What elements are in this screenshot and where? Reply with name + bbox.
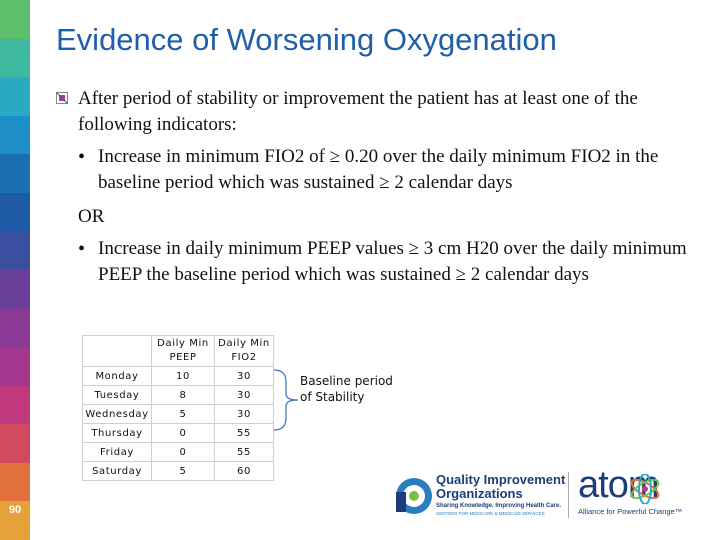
table-cell-fio2: 30 bbox=[214, 366, 274, 386]
atom-wordmark: atom bbox=[578, 464, 659, 506]
table-cell-fio2: 60 bbox=[214, 461, 274, 481]
table-row: Friday 0 55 bbox=[82, 442, 398, 462]
table-empty-cell bbox=[337, 462, 398, 481]
daily-values-table: Daily Min PEEP Daily Min FIO2 Monday 10 … bbox=[82, 335, 398, 481]
square-bullet-icon bbox=[56, 92, 68, 104]
stripe-segment bbox=[0, 115, 30, 155]
qio-emblem-icon bbox=[396, 478, 432, 514]
intro-text: After period of stability or improvement… bbox=[78, 88, 638, 135]
bullet-dot-icon: • bbox=[78, 238, 86, 260]
stripe-segment bbox=[0, 308, 30, 348]
stripe-segment bbox=[0, 347, 30, 386]
stripe-segment bbox=[0, 38, 30, 78]
table-header: Daily Min FIO2 bbox=[214, 335, 274, 367]
stripe-segment bbox=[0, 269, 30, 309]
qio-cms-line: CENTERS FOR MEDICARE & MEDICAID SERVICES bbox=[436, 511, 545, 516]
table-empty-cell bbox=[274, 443, 337, 462]
table-cell-peep: 8 bbox=[151, 385, 215, 405]
stripe-segment bbox=[0, 501, 30, 540]
table-header: Daily Min PEEP bbox=[151, 335, 215, 367]
table-row: Saturday 5 60 bbox=[82, 461, 398, 481]
intro-paragraph: After period of stability or improvement… bbox=[56, 86, 696, 138]
indicator-fio2-text: Increase in minimum FIO2 of ≥ 0.20 over … bbox=[98, 146, 659, 193]
atom-logo: atom Alliance for Powerful Change™ bbox=[576, 464, 716, 522]
table-cell-day: Wednesday bbox=[82, 404, 152, 424]
atom-tagline: Alliance for Powerful Change™ bbox=[578, 507, 683, 516]
slide-body: After period of stability or improvement… bbox=[56, 86, 696, 288]
table-row: Thursday 0 55 bbox=[82, 423, 398, 443]
baseline-bracket-icon bbox=[273, 369, 299, 431]
table-cell-fio2: 30 bbox=[214, 385, 274, 405]
stripe-segment bbox=[0, 462, 30, 502]
table-empty-cell bbox=[337, 336, 398, 367]
stripe-segment bbox=[0, 424, 30, 463]
table-empty-cell bbox=[337, 405, 398, 424]
table-cell-day: Friday bbox=[82, 442, 152, 462]
indicator-peep: • Increase in daily minimum PEEP values … bbox=[56, 236, 696, 288]
table-cell-peep: 10 bbox=[151, 366, 215, 386]
slide-number: 90 bbox=[8, 504, 22, 516]
table-cell-day: Tuesday bbox=[82, 385, 152, 405]
table-cell-peep: 5 bbox=[151, 404, 215, 424]
stripe-segment bbox=[0, 77, 30, 116]
table-cell-fio2: 55 bbox=[214, 442, 274, 462]
table-cell-peep: 0 bbox=[151, 442, 215, 462]
atom-orbit-icon bbox=[630, 474, 660, 504]
stripe-segment bbox=[0, 0, 30, 39]
stripe-segment bbox=[0, 231, 30, 270]
bullet-dot-icon: • bbox=[78, 146, 86, 168]
table-cell-day: Thursday bbox=[82, 423, 152, 443]
indicator-fio2: • Increase in minimum FIO2 of ≥ 0.20 ove… bbox=[56, 144, 696, 196]
stripe-segment bbox=[0, 154, 30, 193]
table-empty-cell bbox=[274, 336, 337, 367]
table-row: Tuesday 8 30 bbox=[82, 385, 398, 405]
or-separator: OR bbox=[78, 206, 105, 227]
table-cell-fio2: 30 bbox=[214, 404, 274, 424]
color-stripe bbox=[0, 0, 30, 540]
slide-title: Evidence of Worsening Oxygenation bbox=[56, 22, 557, 57]
table-cell-day: Saturday bbox=[82, 461, 152, 481]
baseline-period-label: Baseline period of Stability bbox=[300, 374, 393, 404]
table-empty-cell bbox=[274, 462, 337, 481]
table-row: Wednesday 5 30 bbox=[82, 404, 398, 424]
table-cell-day: Monday bbox=[82, 366, 152, 386]
qio-tagline: Sharing Knowledge. Improving Health Care… bbox=[436, 503, 562, 509]
qio-text-block: Quality Improvement Organizations Sharin… bbox=[436, 473, 565, 517]
indicator-peep-text: Increase in daily minimum PEEP values ≥ … bbox=[98, 238, 687, 285]
qio-name-line1: Quality Improvement bbox=[436, 472, 566, 487]
table-empty-cell bbox=[337, 443, 398, 462]
qio-logo bbox=[392, 470, 564, 522]
table-header bbox=[82, 335, 152, 367]
table-cell-peep: 5 bbox=[151, 461, 215, 481]
table-header-row: Daily Min PEEP Daily Min FIO2 bbox=[82, 335, 398, 367]
table-cell-peep: 0 bbox=[151, 423, 215, 443]
qio-name-line2: Organizations bbox=[436, 486, 523, 501]
logo-divider bbox=[568, 472, 569, 518]
stripe-segment bbox=[0, 192, 30, 232]
stripe-segment bbox=[0, 385, 30, 425]
table-empty-cell bbox=[337, 424, 398, 443]
table-cell-fio2: 55 bbox=[214, 423, 274, 443]
